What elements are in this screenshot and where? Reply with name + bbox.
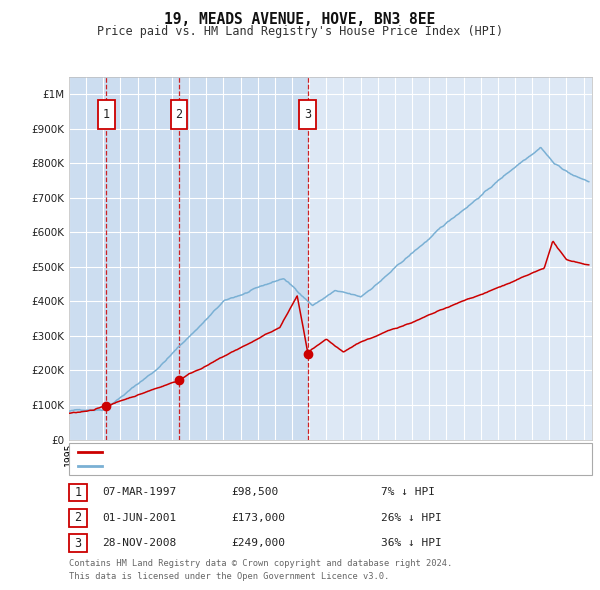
- FancyBboxPatch shape: [171, 100, 187, 129]
- Text: 19, MEADS AVENUE, HOVE, BN3 8EE (detached house): 19, MEADS AVENUE, HOVE, BN3 8EE (detache…: [106, 447, 406, 457]
- Text: 2: 2: [176, 108, 182, 121]
- Text: 1: 1: [74, 486, 82, 499]
- Text: 2: 2: [74, 511, 82, 525]
- Text: 1: 1: [103, 108, 110, 121]
- Text: This data is licensed under the Open Government Licence v3.0.: This data is licensed under the Open Gov…: [69, 572, 389, 581]
- Text: 07-MAR-1997: 07-MAR-1997: [102, 487, 176, 497]
- Text: 7% ↓ HPI: 7% ↓ HPI: [381, 487, 435, 497]
- Text: 3: 3: [74, 536, 82, 550]
- Text: £173,000: £173,000: [231, 513, 285, 523]
- Text: 36% ↓ HPI: 36% ↓ HPI: [381, 538, 442, 548]
- Text: 26% ↓ HPI: 26% ↓ HPI: [381, 513, 442, 523]
- Text: Price paid vs. HM Land Registry's House Price Index (HPI): Price paid vs. HM Land Registry's House …: [97, 25, 503, 38]
- Text: 19, MEADS AVENUE, HOVE, BN3 8EE: 19, MEADS AVENUE, HOVE, BN3 8EE: [164, 12, 436, 27]
- Text: £249,000: £249,000: [231, 538, 285, 548]
- Text: Contains HM Land Registry data © Crown copyright and database right 2024.: Contains HM Land Registry data © Crown c…: [69, 559, 452, 568]
- Text: 3: 3: [304, 108, 311, 121]
- Text: HPI: Average price, detached house, Brighton and Hove: HPI: Average price, detached house, Brig…: [106, 461, 437, 471]
- FancyBboxPatch shape: [98, 100, 115, 129]
- Text: £98,500: £98,500: [231, 487, 278, 497]
- FancyBboxPatch shape: [299, 100, 316, 129]
- Text: 28-NOV-2008: 28-NOV-2008: [102, 538, 176, 548]
- Text: 01-JUN-2001: 01-JUN-2001: [102, 513, 176, 523]
- Bar: [69, 77, 308, 440]
